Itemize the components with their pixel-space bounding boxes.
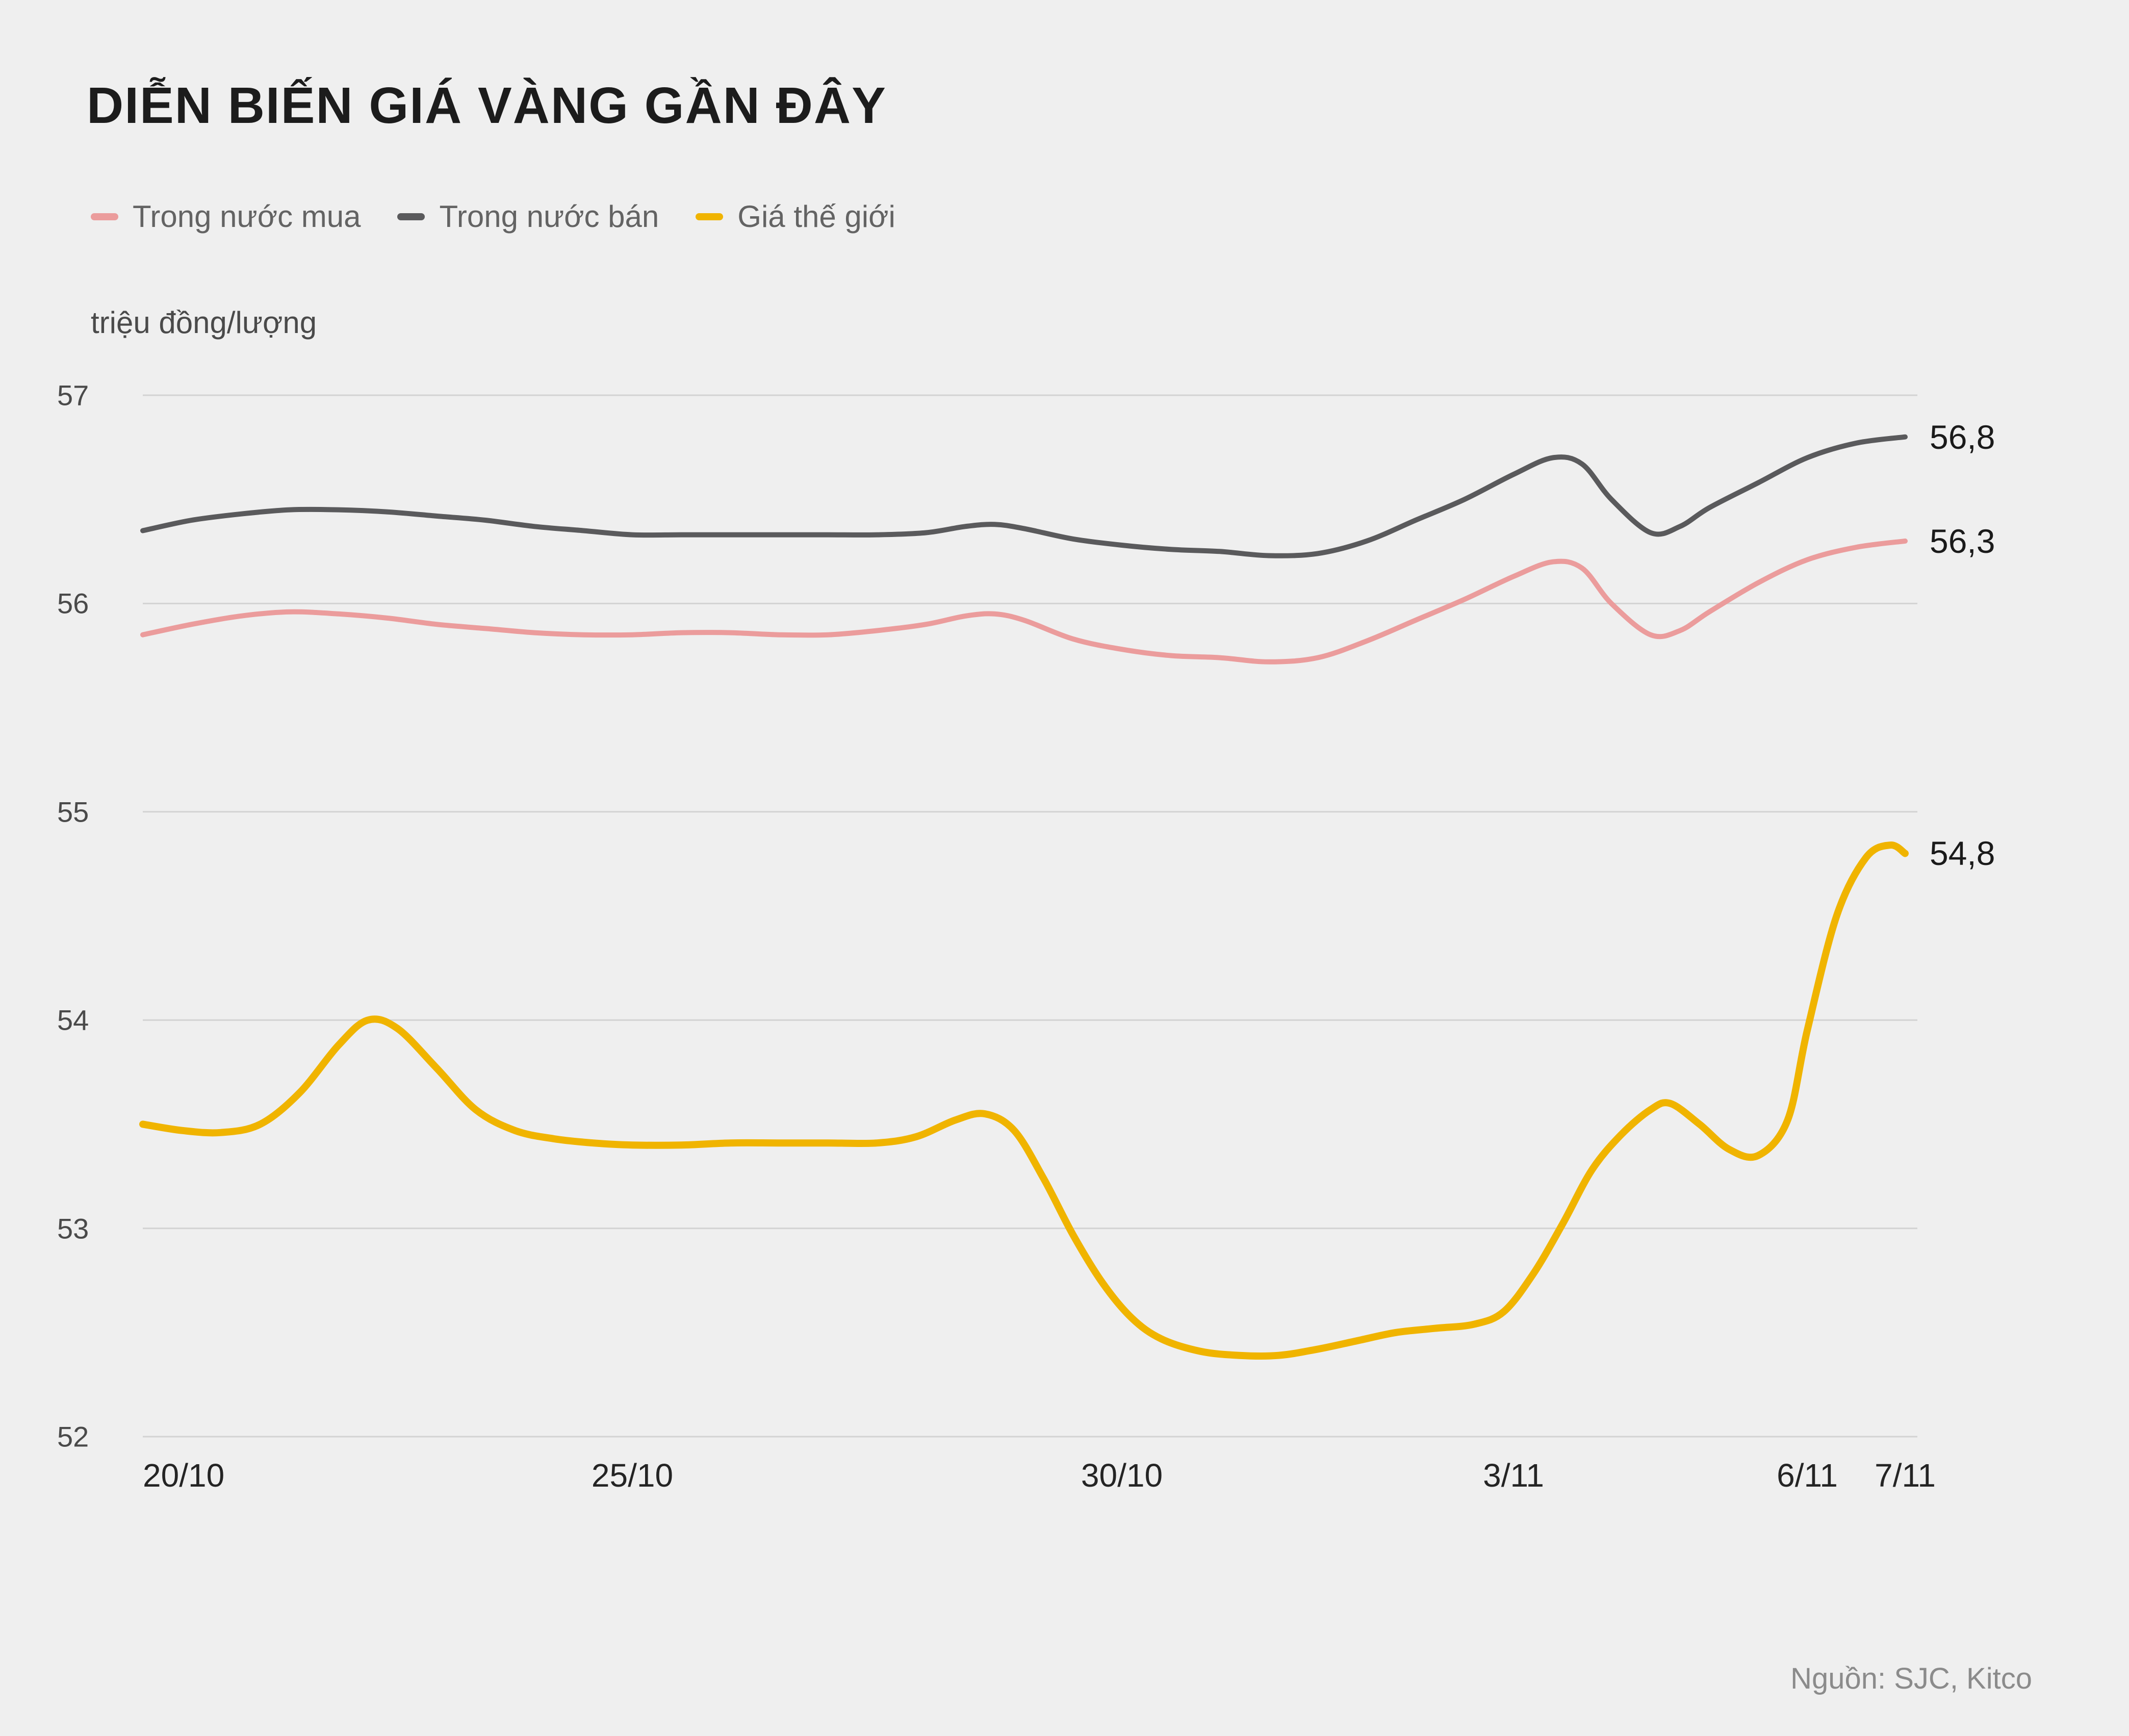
chart-legend: Trong nước mua Trong nước bán Giá thế gi… bbox=[91, 199, 895, 234]
legend-item-trong-nuoc-ban: Trong nước bán bbox=[397, 199, 659, 234]
series-line-trong-nước-mua bbox=[140, 538, 1908, 665]
x-tick-label-20-10: 20/10 bbox=[143, 1457, 225, 1494]
y-tick-label-56: 56 bbox=[57, 587, 89, 620]
legend-item-gia-the-gioi: Giá thế giới bbox=[696, 199, 895, 234]
legend-marker-pink-icon bbox=[91, 213, 118, 220]
legend-label: Trong nước bán bbox=[439, 199, 659, 234]
end-label-giá-thế-giới: 54,8 bbox=[1930, 834, 1995, 873]
legend-item-trong-nuoc-mua: Trong nước mua bbox=[91, 199, 361, 234]
y-tick-label-53: 53 bbox=[57, 1212, 89, 1245]
y-tick-label-55: 55 bbox=[57, 796, 89, 828]
x-tick-label-7-11: 7/11 bbox=[1875, 1457, 1936, 1494]
legend-label: Trong nước mua bbox=[133, 199, 361, 234]
x-tick-label-6-11: 6/11 bbox=[1777, 1457, 1838, 1494]
x-tick-label-25-10: 25/10 bbox=[591, 1457, 674, 1494]
end-label-trong-nước-mua: 56,3 bbox=[1930, 522, 1995, 560]
series-line-trong-nước-bán bbox=[140, 434, 1908, 558]
series-line-giá-thế-giới bbox=[139, 841, 1909, 1360]
legend-label: Giá thế giới bbox=[737, 199, 895, 234]
end-label-trong-nước-bán: 56,8 bbox=[1930, 418, 1995, 456]
y-tick-label-57: 57 bbox=[57, 379, 89, 412]
y-axis-unit-label: triệu đồng/lượng bbox=[91, 305, 317, 340]
y-tick-label-54: 54 bbox=[57, 1004, 89, 1036]
x-tick-label-3-11: 3/11 bbox=[1483, 1457, 1544, 1494]
gridlines bbox=[143, 394, 1917, 1438]
chart-title: DIỄN BIẾN GIÁ VÀNG GẦN ĐÂY bbox=[87, 77, 887, 134]
source-credit: Nguồn: SJC, Kitco bbox=[1790, 1662, 2032, 1695]
legend-marker-gray-icon bbox=[397, 213, 425, 220]
y-tick-label-52: 52 bbox=[57, 1420, 89, 1453]
x-tick-label-30-10: 30/10 bbox=[1081, 1457, 1163, 1494]
legend-marker-yellow-icon bbox=[696, 213, 724, 220]
